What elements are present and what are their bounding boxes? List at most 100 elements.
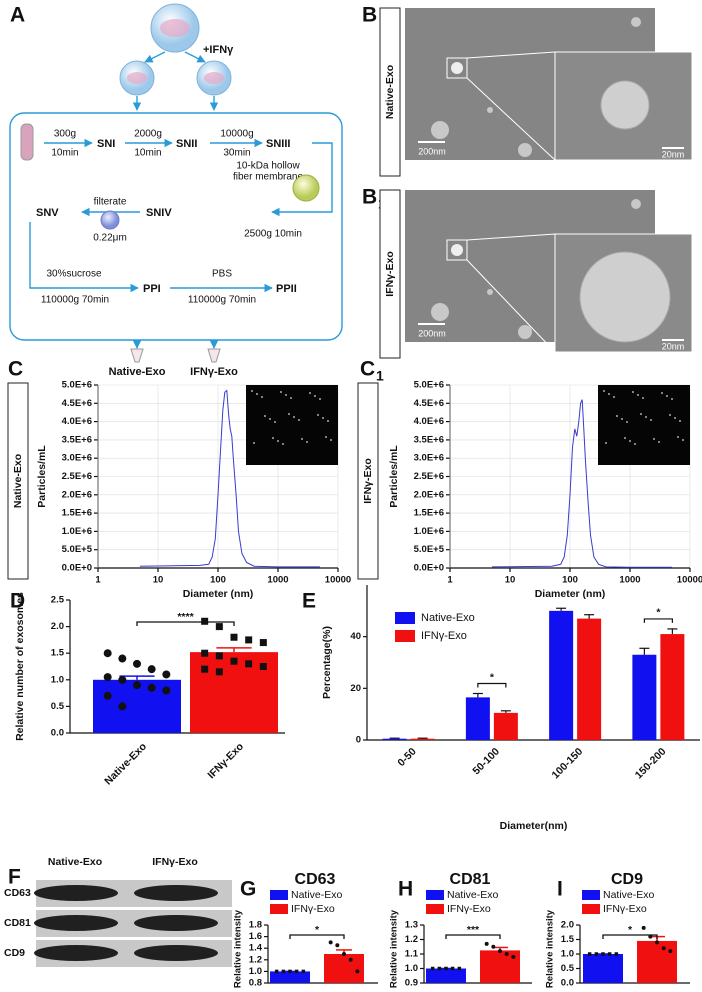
vesicle-zoom (600, 80, 650, 130)
data-point (201, 665, 209, 673)
data-point (450, 966, 455, 971)
particle (290, 397, 292, 399)
particle (306, 441, 308, 443)
y-tick-label: 1.2 (249, 954, 262, 965)
step-speed: 300g (54, 129, 76, 140)
wash-label: PBS (212, 269, 232, 280)
scale-label: 200nm (418, 146, 446, 156)
zoom-line (466, 259, 556, 353)
particle (314, 395, 316, 397)
panel-letter: B (362, 4, 377, 27)
significance-label: *** (467, 924, 480, 936)
panel-letter: C (360, 358, 375, 381)
side-label: IFNγ-Exo (362, 458, 374, 504)
side-box (7, 382, 29, 580)
data-point (328, 940, 333, 945)
data-point (162, 686, 171, 695)
step-time: 10min (134, 148, 161, 159)
data-point (437, 966, 442, 971)
x-tick-label: 1000 (619, 575, 640, 586)
y-tick-label: 1.0 (405, 963, 418, 974)
particle (650, 419, 652, 421)
particle (330, 439, 332, 441)
data-point (342, 952, 346, 956)
panel-letter: F (8, 866, 21, 889)
particle (637, 394, 639, 396)
side-label: Native-Exo (12, 454, 24, 508)
legend-label: Native-Exo (603, 889, 655, 901)
x-tick-label: 0-50 (395, 745, 418, 768)
tube (20, 123, 34, 161)
nta-inset (598, 385, 690, 465)
data-point (594, 952, 599, 956)
particle (272, 437, 274, 439)
data-point (607, 952, 612, 956)
panel-a: A +IFNγ 300g 10min SNI 2000g 10min SNII … (9, 3, 343, 378)
data-point (215, 652, 223, 660)
particle (632, 391, 634, 393)
data-point (348, 957, 353, 962)
bar (493, 712, 518, 740)
particle (603, 390, 605, 392)
data-point (103, 673, 112, 682)
significance-label: * (315, 924, 320, 936)
data-point (230, 633, 238, 641)
data-point (587, 952, 592, 956)
particle (317, 414, 319, 416)
cells (160, 19, 190, 37)
particle (261, 396, 263, 398)
product: Native-Exo (109, 366, 166, 378)
y-tick-label: 0.0 (561, 978, 574, 989)
x-axis-title: Diameter (nm) (535, 588, 606, 600)
filter-label: filterate (94, 197, 127, 208)
particle (621, 418, 623, 420)
y-tick-label: 0.8 (249, 978, 262, 989)
vesicle (451, 62, 463, 74)
legend-swatch (395, 612, 415, 624)
x-tick-label: 10000 (325, 575, 351, 586)
data-point (133, 681, 141, 690)
fraction: SNI (97, 138, 115, 150)
membrane-label: 10-kDa hollow (236, 161, 300, 172)
y-tick-label: 0.9 (405, 978, 418, 989)
data-point (245, 636, 253, 644)
bar (410, 738, 435, 740)
y-tick-label: 3.0E+6 (414, 453, 444, 464)
data-point (118, 675, 127, 684)
scale-label: 20nm (662, 149, 685, 159)
fraction: PPI (143, 283, 161, 295)
chart-title: CD81 (450, 871, 491, 888)
x-tick-label: 100 (210, 575, 226, 586)
bar (632, 654, 657, 740)
y-tick-label: 4.5E+6 (414, 398, 444, 409)
data-point (614, 952, 619, 956)
y-axis-title: Percentage(%) (321, 626, 333, 699)
bar (637, 940, 677, 983)
particle (282, 443, 284, 445)
x-tick-label: 100-150 (549, 745, 585, 781)
data-point (147, 683, 156, 692)
particle (679, 420, 681, 422)
data-point (355, 969, 360, 974)
particle (624, 437, 626, 439)
y-axis-title: Particles/mL (36, 445, 48, 508)
fraction: SNIV (146, 207, 172, 219)
legend-label: Native-Exo (291, 889, 343, 901)
particle (674, 417, 676, 419)
data-point (641, 925, 646, 930)
particle (251, 390, 253, 392)
bar (549, 610, 574, 740)
cells (204, 72, 224, 84)
distribution-line (139, 389, 320, 568)
legend-label: IFNγ-Exo (421, 630, 467, 642)
x-tick-label: 1 (95, 575, 101, 586)
x-tick-label: 10 (153, 575, 164, 586)
bar (583, 954, 623, 983)
band (134, 885, 218, 901)
y-tick-label: 1.6 (249, 931, 262, 942)
y-tick-label: 3.5E+6 (414, 434, 444, 445)
zoom-line (466, 233, 556, 241)
band (134, 945, 218, 961)
panel-letter: C (8, 358, 23, 381)
legend-label: IFNγ-Exo (603, 903, 647, 915)
